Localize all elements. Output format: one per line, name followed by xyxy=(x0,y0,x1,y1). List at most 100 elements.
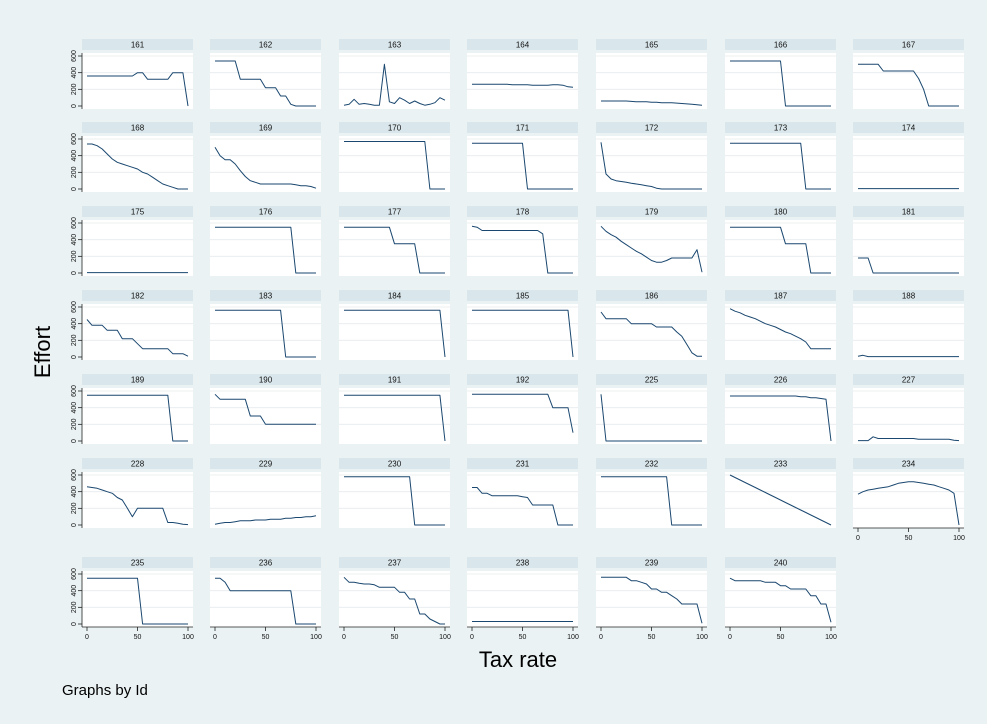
plot-area xyxy=(210,571,321,627)
y-tick-label: 0 xyxy=(71,523,78,527)
plot-area xyxy=(210,220,321,276)
panel-strip xyxy=(853,374,964,385)
panel-label: 186 xyxy=(645,292,659,301)
panel-strip xyxy=(853,458,964,469)
series-line-236 xyxy=(215,577,316,625)
series-line-168 xyxy=(87,143,188,190)
plot-area xyxy=(210,472,321,528)
y-axis-title: Effort xyxy=(30,326,55,378)
plot-area xyxy=(853,304,964,360)
panel-179: 179 xyxy=(596,206,707,276)
plot-area xyxy=(596,472,707,528)
series-line-190 xyxy=(214,393,316,425)
panel-strip xyxy=(210,374,321,385)
panel-label: 239 xyxy=(645,559,659,568)
panel-label: 192 xyxy=(516,376,530,385)
panel-strip xyxy=(853,122,964,133)
series-line-229 xyxy=(214,515,317,525)
y-tick-label: 200 xyxy=(71,502,78,514)
x-tick-label: 0 xyxy=(213,634,217,641)
panel-label: 228 xyxy=(131,460,145,469)
panel-180: 180 xyxy=(725,206,836,276)
plot-area xyxy=(339,304,450,360)
y-tick-label: 400 xyxy=(71,585,78,597)
panel-181: 181 xyxy=(853,206,964,276)
x-tick-label: 50 xyxy=(648,634,656,641)
panel-232: 232 xyxy=(596,458,707,528)
panel-228: 228 0 200 400 600 xyxy=(71,458,193,528)
panel-label: 237 xyxy=(388,559,402,568)
plot-area xyxy=(467,388,578,444)
series-line-237 xyxy=(343,576,445,625)
series-line-177 xyxy=(344,226,445,274)
y-tick-label: 200 xyxy=(71,166,78,178)
plot-area xyxy=(853,53,964,109)
panel-174: 174 xyxy=(853,122,964,192)
panel-168: 168 0 200 400 600 xyxy=(71,122,193,192)
series-line-192 xyxy=(472,393,574,433)
y-tick-label: 0 xyxy=(71,104,78,108)
panel-strip xyxy=(853,290,964,301)
series-line-226 xyxy=(730,395,832,442)
y-tick-label: 400 xyxy=(71,318,78,330)
panel-176: 176 xyxy=(210,206,321,276)
panel-strip xyxy=(82,122,193,133)
plot-area xyxy=(725,304,836,360)
y-tick-label: 600 xyxy=(71,301,78,313)
x-tick-label: 100 xyxy=(567,634,579,641)
plot-area xyxy=(210,304,321,360)
plot-area xyxy=(725,136,836,192)
panel-label: 230 xyxy=(388,460,402,469)
plot-area xyxy=(467,472,578,528)
series-line-234 xyxy=(857,481,960,526)
panel-label: 235 xyxy=(131,559,145,568)
panel-strip xyxy=(210,206,321,217)
series-line-161 xyxy=(87,72,189,107)
y-tick-label: 200 xyxy=(71,334,78,346)
panel-strip xyxy=(339,39,450,50)
panel-strip xyxy=(210,458,321,469)
panel-label: 227 xyxy=(902,376,916,385)
panel-label: 172 xyxy=(645,124,659,133)
panel-label: 176 xyxy=(259,208,273,217)
plot-area xyxy=(210,136,321,192)
x-tick-label: 0 xyxy=(470,634,474,641)
panel-strip xyxy=(725,458,836,469)
panel-strip xyxy=(82,39,193,50)
x-axis-title: Tax rate xyxy=(479,647,557,672)
y-tick-label: 200 xyxy=(71,601,78,613)
series-line-232 xyxy=(601,476,702,526)
series-line-230 xyxy=(344,476,445,526)
panel-label: 174 xyxy=(902,124,916,133)
series-line-240 xyxy=(729,577,832,623)
x-tick-label: 100 xyxy=(310,634,322,641)
x-tick-label: 50 xyxy=(391,634,399,641)
panel-label: 161 xyxy=(131,41,145,50)
series-line-169 xyxy=(214,147,317,189)
y-tick-label: 400 xyxy=(71,150,78,162)
plot-area xyxy=(596,53,707,109)
series-line-170 xyxy=(344,141,445,190)
panel-162: 162 xyxy=(210,39,321,109)
series-line-179 xyxy=(600,225,703,273)
plot-area xyxy=(82,472,193,528)
panel-strip xyxy=(339,374,450,385)
x-tick-label: 50 xyxy=(777,634,785,641)
panel-strip xyxy=(596,39,707,50)
plot-area xyxy=(853,136,964,192)
plot-area xyxy=(467,571,578,627)
panel-238: 238 0 50 100 xyxy=(467,557,579,641)
panel-231: 231 xyxy=(467,458,578,528)
plot-area xyxy=(596,220,707,276)
panel-label: 240 xyxy=(774,559,788,568)
panel-strip xyxy=(596,557,707,568)
panel-strip xyxy=(725,122,836,133)
panel-strip xyxy=(596,206,707,217)
panel-strip xyxy=(339,458,450,469)
panel-strip xyxy=(853,206,964,217)
panel-strip xyxy=(339,290,450,301)
panel-strip xyxy=(82,458,193,469)
plot-area xyxy=(467,53,578,109)
plot-area xyxy=(82,304,193,360)
